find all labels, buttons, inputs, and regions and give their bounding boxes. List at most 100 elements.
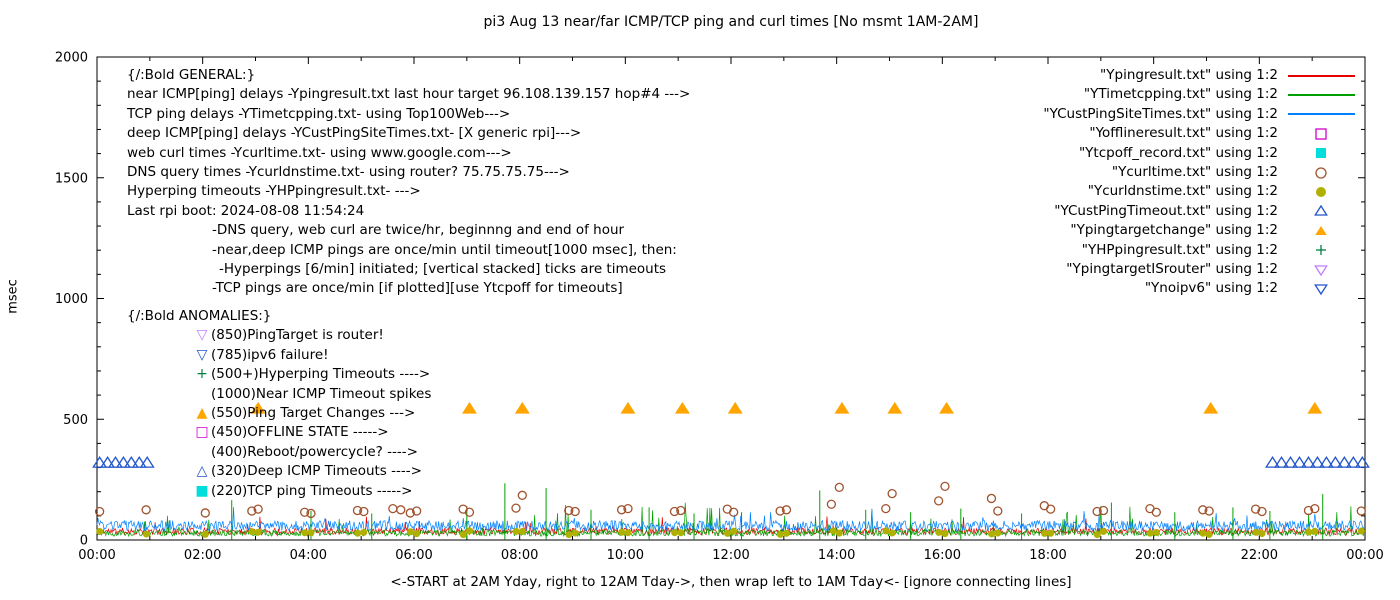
x-tick-label: 10:00: [607, 548, 644, 563]
anomalies-heading: {/:Bold ANOMALIES:}: [127, 308, 272, 324]
legend-label: "Ycurltime.txt" using 1:2: [1111, 163, 1278, 180]
legend-entry: "Ycurltime.txt" using 1:2: [1043, 163, 1355, 182]
legend-entry: "YCustPingSiteTimes.txt" using 1:2: [1043, 105, 1355, 124]
y-tick-label: 0: [80, 534, 88, 549]
legend-entry: "YTimetcpping.txt" using 1:2: [1043, 85, 1355, 104]
legend-label: "Ypingtargetchange" using 1:2: [1070, 222, 1278, 239]
legend: "Ypingresult.txt" using 1:2 "YTimetcpping…: [1043, 66, 1355, 299]
legend-label: "Ypingresult.txt" using 1:2: [1100, 67, 1278, 83]
x-tick-label: 18:00: [1029, 548, 1066, 563]
anomaly-item: ▲ (550)Ping Target Changes --->: [127, 404, 431, 423]
anomaly-marker-icon: ▽: [196, 346, 208, 363]
general-line: Hyperping timeouts -YHPpingresult.txt- -…: [127, 183, 421, 200]
anomaly-marker-icon: □: [195, 424, 209, 441]
legend-entry: "Ycurldnstime.txt" using 1:2: [1043, 182, 1355, 201]
legend-label: "Ycurldnstime.txt" using 1:2: [1087, 183, 1278, 200]
legend-sample-triangle-down-open-icon: [1288, 281, 1355, 297]
general-heading: {/:Bold GENERAL:}: [127, 67, 256, 83]
x-tick-label: 12:00: [712, 548, 749, 563]
general-line: near ICMP[ping] delays -Ypingresult.txt …: [127, 86, 691, 103]
y-tick-label: 1500: [55, 171, 88, 186]
legend-entry: "Yofflineresult.txt" using 1:2: [1043, 124, 1355, 143]
legend-sample-line-icon: [1288, 113, 1355, 116]
anomaly-item: (400)Reboot/powercycle? ---->: [127, 443, 431, 462]
x-tick-label: 16:00: [924, 548, 961, 563]
general-annotation: {/:Bold GENERAL:} near ICMP[ping] delays…: [127, 66, 690, 299]
y-tick-label: 2000: [55, 51, 88, 66]
legend-label: "YCustPingTimeout.txt" using 1:2: [1054, 202, 1278, 219]
anomaly-item: (1000)Near ICMP Timeout spikes: [127, 385, 431, 404]
series-Ypingtargetchange: [250, 401, 1323, 414]
y-tick-label: 500: [63, 413, 88, 428]
legend-sample-square-filled-icon: [1288, 145, 1355, 161]
legend-label: "YCustPingSiteTimes.txt" using 1:2: [1043, 105, 1278, 122]
anomaly-marker-icon: +: [196, 366, 208, 383]
anomaly-text: (1000)Near ICMP Timeout spikes: [211, 385, 432, 402]
y-tick-label: 1000: [55, 292, 88, 307]
legend-label: "YHPpingresult.txt" using 1:2: [1081, 241, 1278, 258]
legend-sample-square-open-icon: [1288, 126, 1355, 142]
anomaly-text: (850)PingTarget is router!: [211, 327, 384, 344]
x-tick-label: 04:00: [290, 548, 327, 563]
legend-entry: "Ypingresult.txt" using 1:2: [1043, 66, 1355, 85]
anomaly-item: ▽ (785)ipv6 failure!: [127, 346, 431, 365]
anomaly-marker-icon: ▲: [196, 405, 208, 422]
legend-entry: "YHPpingresult.txt" using 1:2: [1043, 241, 1355, 260]
legend-entry: "Ytcpoff_record.txt" using 1:2: [1043, 144, 1355, 163]
x-axis-ticks: 00:00 02:00 04:00 06:00 08:00 10:00 12:00 14:00…: [78, 57, 1384, 563]
general-line: web curl times -Ycurltime.txt- using www…: [127, 144, 512, 161]
legend-sample-triangle-down-open-icon: [1288, 262, 1355, 278]
series-YHPpingresult.txt: [231, 483, 1324, 540]
legend-entry: "Ynoipv6" using 1:2: [1043, 279, 1355, 298]
series-YCustPingTimeout.txt: [92, 456, 1370, 468]
legend-entry: "YpingtargetISrouter" using 1:2: [1043, 260, 1355, 279]
series-Ycurltime.txt: [94, 481, 1366, 519]
general-line: DNS query times -Ycurldnstime.txt- using…: [127, 164, 570, 181]
anomaly-item: ■ (220)TCP ping Timeouts ----->: [127, 482, 431, 501]
legend-sample-plus-icon: [1288, 242, 1355, 258]
anomaly-text: (450)OFFLINE STATE ----->: [211, 424, 389, 441]
x-tick-label: 02:00: [184, 548, 221, 563]
anomaly-text: (400)Reboot/powercycle? ---->: [211, 443, 418, 460]
legend-label: "YpingtargetISrouter" using 1:2: [1066, 260, 1278, 277]
legend-sample-line-icon: [1288, 94, 1355, 97]
general-line: -Hyperpings [6/min] initiated; [vertical…: [219, 261, 667, 278]
legend-sample-triangle-up-filled-icon: [1288, 223, 1355, 239]
legend-sample-triangle-up-open-icon: [1288, 203, 1355, 219]
y-axis-ticks: 0 500 1000 1500 2000: [55, 51, 1365, 549]
series-Ycurldnstime.txt: [96, 527, 1365, 539]
x-axis-caption: <-START at 2AM Yday, right to 12AM Tday-…: [390, 574, 1072, 590]
x-tick-label: 00:00: [1346, 548, 1383, 563]
legend-label: "Ynoipv6" using 1:2: [1144, 280, 1278, 297]
chart-title: pi3 Aug 13 near/far ICMP/TCP ping and cu…: [483, 14, 979, 30]
anomaly-marker-icon: △: [196, 463, 208, 480]
anomaly-marker-icon: ▽: [196, 327, 208, 344]
anomaly-text: (500+)Hyperping Timeouts ---->: [211, 366, 431, 383]
legend-entry: "YCustPingTimeout.txt" using 1:2: [1043, 202, 1355, 221]
anomaly-item: □ (450)OFFLINE STATE ----->: [127, 423, 431, 442]
anomaly-text: (550)Ping Target Changes --->: [211, 405, 416, 422]
legend-label: "Ytcpoff_record.txt" using 1:2: [1078, 144, 1278, 161]
general-line: Last rpi boot: 2024-08-08 11:54:24: [127, 202, 365, 219]
anomaly-text: (320)Deep ICMP Timeouts ---->: [211, 463, 422, 480]
general-line: TCP ping delays -YTimetcpping.txt- using…: [127, 105, 511, 122]
x-tick-label: 14:00: [818, 548, 855, 563]
x-tick-label: 00:00: [78, 548, 115, 563]
anomalies-annotation: {/:Bold ANOMALIES:} ▽ (850)PingTarget is …: [127, 307, 431, 501]
anomaly-text: (785)ipv6 failure!: [211, 346, 329, 363]
anomaly-item: △ (320)Deep ICMP Timeouts ---->: [127, 462, 431, 481]
x-tick-label: 20:00: [1135, 548, 1172, 563]
legend-entry: "Ypingtargetchange" using 1:2: [1043, 221, 1355, 240]
anomaly-item: ▽ (850)PingTarget is router!: [127, 326, 431, 345]
legend-sample-circle-filled-icon: [1288, 184, 1355, 200]
anomaly-marker-icon: ■: [195, 482, 209, 499]
x-tick-label: 22:00: [1241, 548, 1278, 563]
anomaly-text: (220)TCP ping Timeouts ----->: [211, 482, 413, 499]
anomaly-item: + (500+)Hyperping Timeouts ---->: [127, 365, 431, 384]
series-YCustPingSiteTimes.txt: [96, 507, 1365, 533]
x-tick-label: 08:00: [501, 548, 538, 563]
legend-sample-line-icon: [1288, 74, 1355, 77]
general-line: -TCP pings are once/min [if plotted][use…: [212, 280, 623, 297]
